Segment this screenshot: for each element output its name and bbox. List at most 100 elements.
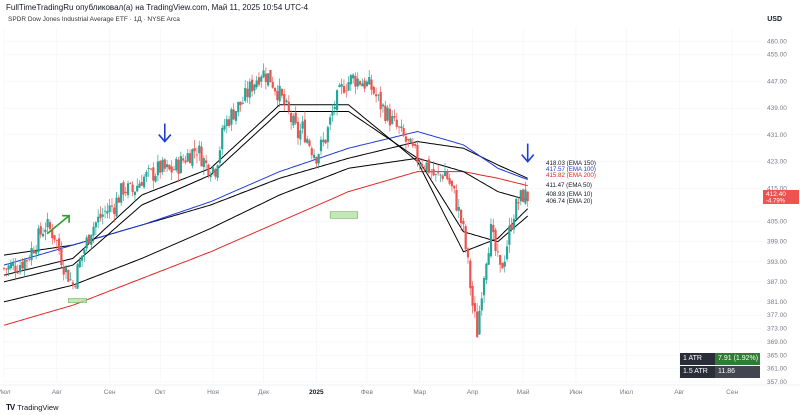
candle-body: [193, 148, 196, 152]
candle-body: [384, 105, 387, 122]
candle-body: [62, 267, 65, 275]
symbol-line: SPDR Dow Jones Industrial Average ETF · …: [8, 16, 180, 23]
candle-body: [333, 106, 336, 110]
highlight-box: [329, 211, 359, 219]
ema-labels: 418.03 (EMA 150)417.57 (EMA 100)415.82 (…: [546, 160, 596, 205]
y-tick-label: 393.00: [767, 259, 787, 266]
candle-body: [232, 109, 235, 120]
ema-label: 417.57 (EMA 100): [546, 166, 596, 173]
candle-body: [200, 146, 203, 167]
y-tick-label: 439.00: [767, 105, 787, 112]
candle-body: [198, 145, 201, 154]
candle-body: [35, 250, 38, 254]
candle-body: [225, 119, 228, 127]
candle-body: [108, 205, 111, 212]
candle-body: [505, 246, 509, 260]
candle-body: [345, 90, 348, 92]
candle-body: [239, 101, 242, 106]
candle-body: [46, 218, 49, 228]
candle-body: [310, 148, 313, 156]
candle-body: [172, 169, 176, 171]
candle-body: [48, 222, 52, 229]
candle-body: [221, 127, 224, 150]
candle-body: [280, 89, 284, 96]
x-tick-label: Фев: [361, 389, 374, 396]
candle-body: [482, 278, 486, 296]
candle-body: [182, 158, 185, 161]
y-tick-label: 447.00: [767, 78, 787, 85]
candle-body: [315, 157, 318, 164]
candle-body: [508, 225, 511, 245]
candle-body: [207, 164, 210, 176]
y-tick-label: 381.00: [767, 299, 787, 306]
candle-body: [290, 113, 293, 123]
x-tick-label: Окт: [155, 389, 166, 396]
ema-label: 406.74 (EMA 20): [546, 198, 592, 205]
currency-label[interactable]: USD: [767, 16, 782, 23]
last-price-change: -4.79%: [766, 198, 786, 204]
candle-body: [253, 84, 256, 91]
candle-body: [441, 175, 444, 179]
x-tick-label: Май: [517, 388, 530, 396]
candle-body: [159, 160, 162, 173]
candle-body: [97, 216, 100, 223]
candle-body: [30, 248, 33, 261]
candle-body: [473, 303, 476, 312]
last-price-tag: [763, 189, 799, 204]
candle-body: [423, 168, 426, 170]
candle-body: [469, 260, 472, 289]
candles: [2, 63, 529, 338]
candle-body: [439, 174, 442, 176]
x-tick-label: 2025: [309, 389, 324, 396]
candle-body: [296, 121, 300, 138]
candle-body: [92, 226, 95, 236]
candle-body: [455, 189, 458, 211]
candle-body: [218, 150, 222, 164]
candle-body: [522, 189, 525, 202]
y-tick-label: 357.00: [767, 379, 787, 386]
x-tick-label: Сен: [726, 389, 738, 396]
candle-body: [18, 265, 22, 273]
candle-body: [71, 282, 75, 286]
tradingview-logo-icon: TV: [6, 403, 15, 412]
y-tick-label: 369.00: [767, 339, 787, 346]
y-tick-label: 455.00: [767, 52, 787, 59]
candle-body: [324, 139, 327, 144]
candle-body: [335, 90, 339, 111]
candle-body: [319, 139, 323, 152]
candle-body: [83, 249, 86, 254]
footer-brand[interactable]: TV TradingView: [6, 403, 59, 412]
candle-body: [140, 182, 143, 186]
candle-body: [448, 178, 451, 184]
candle-body: [264, 73, 267, 83]
candle-body: [404, 136, 408, 142]
candle-body: [44, 229, 47, 233]
candle-body: [39, 226, 42, 235]
candle-body: [462, 220, 465, 225]
y-axis: 460.00 455.00 447.00 439.00 431.00 423.00 415.…: [763, 38, 799, 386]
candle-body: [234, 111, 238, 121]
candle-body: [120, 183, 123, 203]
annotations: [46, 123, 535, 303]
candle-body: [14, 265, 17, 273]
candle-body: [340, 84, 343, 87]
candle-body: [510, 223, 513, 230]
candle-body: [76, 264, 79, 289]
candle-body: [2, 268, 6, 269]
candle-body: [32, 249, 35, 254]
y-tick-label: 399.00: [767, 239, 787, 246]
candle-body: [23, 259, 26, 270]
candle-body: [122, 182, 125, 195]
candle-body: [377, 94, 380, 96]
candle-body: [501, 263, 504, 269]
candle-body: [526, 191, 529, 202]
x-tick-label: Мар: [413, 389, 426, 396]
highlight-box: [68, 298, 87, 303]
ema-line-ema-100: [3, 130, 528, 266]
brand-name: TradingView: [17, 403, 59, 412]
candle-body: [471, 286, 474, 306]
ema-label: 415.82 (EMA 200): [546, 172, 596, 179]
candle-body: [165, 164, 169, 168]
candle-body: [228, 119, 231, 127]
